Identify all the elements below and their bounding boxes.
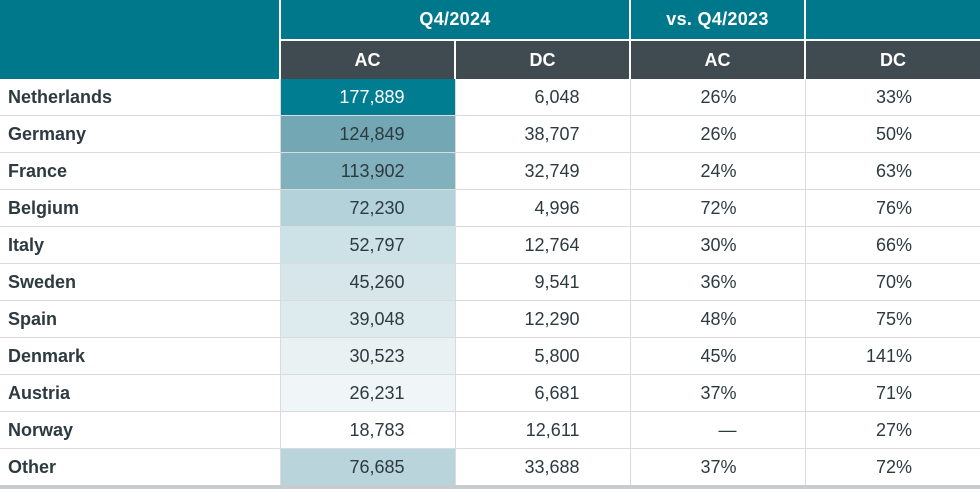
table-row: Norway 18,783 12,611—27% (0, 411, 980, 449)
ac-value-cell: 177,889 (279, 79, 455, 116)
country-cell: Germany (0, 115, 280, 153)
header-corner (0, 0, 281, 79)
dc-change-cell: 63% (804, 152, 980, 190)
table-row: Spain 39,048 12,290 48% 75% (0, 300, 980, 338)
table-row: Denmark 30,523 5,800 45% 141% (0, 337, 980, 375)
ac-change-cell: — (629, 411, 805, 449)
table-row: Sweden 45,260 9,541 36% 70% (0, 263, 980, 301)
header-col-ac-change: AC (630, 40, 806, 79)
ac-value-cell: 76,685 (279, 448, 455, 489)
dc-change-cell: 75% (804, 300, 980, 338)
ac-value-cell: 124,849 (279, 115, 455, 153)
dc-value-cell: 32,749 (454, 152, 630, 190)
ac-value-cell: 45,260 (279, 263, 455, 301)
dc-change-cell: 66% (804, 226, 980, 264)
country-cell: France (0, 152, 280, 190)
header-col-dc: DC (455, 40, 631, 79)
dc-change-cell: 50% (804, 115, 980, 153)
ac-change-cell: 45% (629, 337, 805, 375)
header-group-compare-extension (805, 0, 980, 41)
country-cell: Denmark (0, 337, 280, 375)
dc-value-cell: 6,681 (454, 374, 630, 412)
country-cell: Other (0, 448, 280, 489)
header-group-row: Q4/2024 vs. Q4/2023 (0, 0, 980, 79)
header-col-ac: AC (280, 40, 456, 79)
table-row: Italy 52,797 12,764 30% 66% (0, 226, 980, 264)
dc-value-cell: 12,764 (454, 226, 630, 264)
country-cell: Netherlands (0, 79, 280, 116)
country-cell: Norway (0, 411, 280, 449)
ac-change-cell: 37% (629, 374, 805, 412)
dc-change-cell: 72% (804, 448, 980, 489)
country-cell: Belgium (0, 189, 280, 227)
table-body: Netherlands 177,889 6,048 26% 33% Germany 124,… (0, 79, 980, 489)
dc-change-cell: 33% (804, 79, 980, 116)
ac-change-cell: 37% (629, 448, 805, 489)
country-cell: Sweden (0, 263, 280, 301)
ac-change-cell: 48% (629, 300, 805, 338)
ac-change-cell: 72% (629, 189, 805, 227)
dc-change-cell: 141% (804, 337, 980, 375)
table-row: Austria 26,231 6,681 37% 71% (0, 374, 980, 412)
ac-value-cell: 30,523 (279, 337, 455, 375)
ac-value-cell: 113,902 (279, 152, 455, 190)
ac-change-cell: 26% (629, 115, 805, 153)
country-cell: Austria (0, 374, 280, 412)
header-col-dc-change: DC (805, 40, 980, 79)
dc-change-cell: 27% (804, 411, 980, 449)
ac-change-cell: 26% (629, 79, 805, 116)
table-row: France 113,902 32,749 24% 63% (0, 152, 980, 190)
ac-change-cell: 36% (629, 263, 805, 301)
dc-value-cell: 38,707 (454, 115, 630, 153)
dc-value-cell: 4,996 (454, 189, 630, 227)
table-row: Netherlands 177,889 6,048 26% 33% (0, 79, 980, 116)
dc-change-cell: 76% (804, 189, 980, 227)
dc-value-cell: 6,048 (454, 79, 630, 116)
header-group-current: Q4/2024 (280, 0, 631, 41)
ac-value-cell: 39,048 (279, 300, 455, 338)
dc-change-cell: 70% (804, 263, 980, 301)
ac-value-cell: 18,783 (279, 411, 455, 449)
header-column-row: AC DC AC DC (0, 40, 980, 79)
ac-value-cell: 26,231 (279, 374, 455, 412)
table-row: Belgium 72,230 4,996 72% 76% (0, 189, 980, 227)
dc-value-cell: 33,688 (454, 448, 630, 489)
dc-value-cell: 9,541 (454, 263, 630, 301)
table-row: Germany 124,849 38,707 26% 50% (0, 115, 980, 153)
country-cell: Spain (0, 300, 280, 338)
dc-value-cell: 5,800 (454, 337, 630, 375)
dc-change-cell: 71% (804, 374, 980, 412)
ac-value-cell: 72,230 (279, 189, 455, 227)
country-cell: Italy (0, 226, 280, 264)
ac-change-cell: 30% (629, 226, 805, 264)
ac-change-cell: 24% (629, 152, 805, 190)
dc-value-cell: 12,290 (454, 300, 630, 338)
table-row: Other 76,685 33,688 37% 72% (0, 448, 980, 489)
ac-value-cell: 52,797 (279, 226, 455, 264)
header-group-compare: vs. Q4/2023 (630, 0, 806, 41)
dc-value-cell: 12,611 (454, 411, 630, 449)
